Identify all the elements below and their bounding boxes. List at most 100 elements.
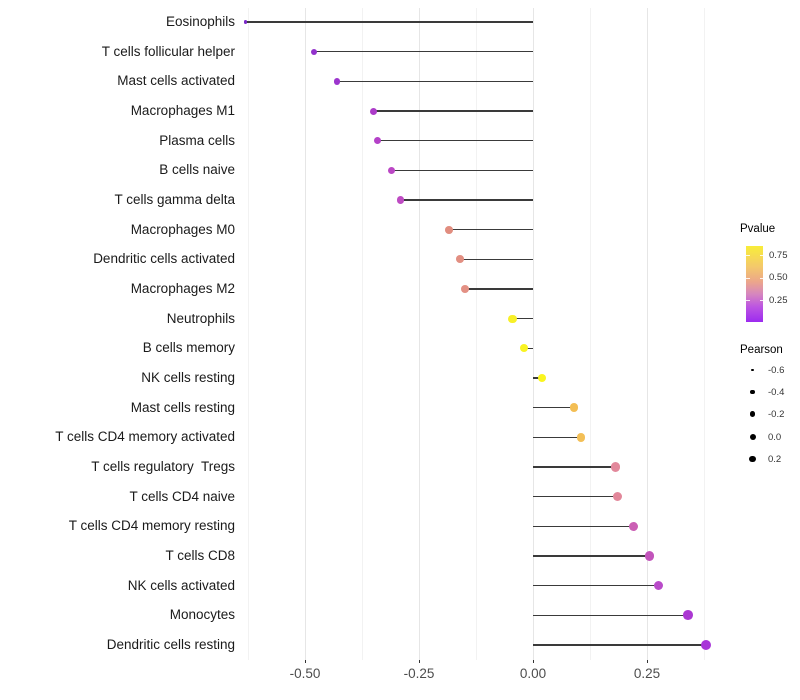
y-axis-label: Macrophages M0	[130, 221, 235, 237]
gridline-minor	[590, 8, 591, 660]
lollipop-stem	[533, 466, 616, 468]
lollipop-dot	[374, 137, 382, 145]
y-axis-label: Monocytes	[169, 607, 235, 623]
lollipop-dot	[310, 48, 318, 55]
lollipop-dot	[397, 196, 405, 204]
pearson-key-dot	[749, 434, 756, 440]
pearson-legend-title: Pearson	[740, 344, 783, 356]
pearson-key-label: 0.0	[768, 431, 782, 443]
y-axis-label: Mast cells activated	[117, 73, 235, 89]
y-axis-label: Eosinophils	[165, 14, 235, 29]
gridline-minor	[362, 8, 363, 660]
y-axis-label: B cells naive	[159, 162, 235, 178]
x-axis-tick-mark	[647, 660, 648, 663]
lollipop-dot	[460, 285, 469, 293]
lollipop-dot	[519, 344, 528, 353]
lollipop-stem	[533, 495, 618, 498]
pvalue-tick-label: 0.50	[769, 272, 788, 283]
pvalue-tick-label: 0.25	[769, 294, 788, 306]
y-axis-label: Dendritic cells resting	[106, 637, 235, 652]
lollipop-stem	[400, 199, 533, 201]
pvalue-tick-label: 0.75	[769, 249, 788, 261]
lollipop-dot	[653, 580, 664, 591]
pvalue-gradient-bar	[746, 246, 763, 322]
gridline-major	[419, 8, 420, 660]
y-axis-label: NK cells resting	[141, 370, 235, 385]
y-axis-label: Macrophages M1	[130, 103, 235, 118]
lollipop-stem	[464, 288, 533, 290]
pvalue-tick-mark	[759, 255, 763, 256]
lollipop-dot	[508, 314, 517, 323]
lollipop-dot	[683, 610, 693, 621]
pearson-key-dot	[749, 411, 756, 417]
x-axis-tick-mark	[419, 660, 420, 663]
lollipop-stem	[377, 139, 533, 142]
y-axis-label: T cells CD4 memory resting	[68, 518, 235, 534]
y-axis-label: Macrophages M2	[130, 281, 235, 296]
y-axis-label: Dendritic cells activated	[93, 251, 235, 267]
lollipop-dot	[569, 403, 579, 412]
pvalue-tick-mark	[746, 255, 750, 256]
lollipop-stem	[533, 644, 707, 646]
lollipop-stem	[336, 80, 533, 83]
x-axis-tick-mark	[305, 660, 306, 663]
lollipop-stem	[460, 258, 533, 261]
lollipop-stem	[533, 377, 543, 379]
y-axis-label: Mast cells resting	[130, 399, 235, 415]
lollipop-stem	[533, 555, 650, 557]
x-axis-tick-label: -0.50	[289, 666, 321, 681]
pvalue-tick-mark	[746, 277, 750, 279]
pearson-key-label: 0.2	[768, 453, 782, 465]
lollipop-stem	[523, 347, 533, 350]
lollipop-dot	[244, 20, 248, 24]
pearson-key-label: -0.4	[768, 386, 785, 398]
x-axis-tick-label: -0.25	[403, 666, 435, 681]
lollipop-dot	[333, 78, 341, 85]
lollipop-stem	[533, 436, 581, 439]
pearson-key-label: -0.6	[768, 364, 785, 376]
lollipop-stem	[533, 406, 575, 409]
y-axis-label: T cells follicular helper	[101, 43, 235, 59]
lollipop-dot	[537, 373, 547, 383]
gridline-minor	[704, 8, 705, 660]
gridline-minor	[476, 8, 477, 660]
lollipop-stem	[512, 317, 533, 320]
gridline-major	[647, 8, 648, 660]
pearson-key-dot	[750, 389, 755, 395]
gridline-major	[305, 8, 306, 660]
y-axis-label: T cells CD4 naive	[129, 488, 235, 504]
pearson-key-dot	[749, 455, 756, 463]
y-axis-label: Plasma cells	[159, 132, 235, 148]
y-axis-label: NK cells activated	[127, 577, 235, 593]
lollipop-dot	[444, 225, 453, 234]
lollipop-stem	[245, 21, 533, 23]
lollipop-stem	[533, 584, 659, 587]
pvalue-tick-mark	[759, 277, 763, 279]
lollipop-stem	[391, 169, 533, 172]
lollipop-stem	[314, 50, 533, 53]
lollipop-dot	[369, 107, 377, 115]
lollipop-dot	[644, 551, 654, 561]
lollipop-dot	[628, 521, 638, 531]
x-axis-tick-label: 0.00	[519, 666, 547, 681]
gridline-major	[533, 8, 534, 660]
y-axis-label: T cells regulatory Tregs	[91, 459, 235, 474]
pearson-key-dot	[751, 368, 754, 372]
lollipop-stem	[373, 110, 533, 112]
y-axis-label: T cells CD4 memory activated	[55, 429, 235, 445]
pvalue-legend-title: Pvalue	[740, 223, 776, 235]
lollipop-stem	[448, 228, 533, 231]
lollipop-dot	[388, 166, 396, 174]
lollipop-dot	[456, 255, 464, 264]
x-axis-tick-mark	[533, 660, 534, 663]
pearson-key-label: -0.2	[768, 408, 785, 420]
y-axis-label: B cells memory	[142, 340, 235, 356]
y-axis-label: T cells gamma delta	[114, 192, 235, 207]
lollipop-dot	[701, 640, 712, 650]
lollipop-dot	[610, 462, 620, 472]
lollipop-stem	[533, 614, 689, 617]
pvalue-tick-mark	[746, 300, 750, 301]
x-axis-tick-label: 0.25	[633, 666, 661, 681]
y-axis-label: T cells CD8	[165, 548, 235, 563]
